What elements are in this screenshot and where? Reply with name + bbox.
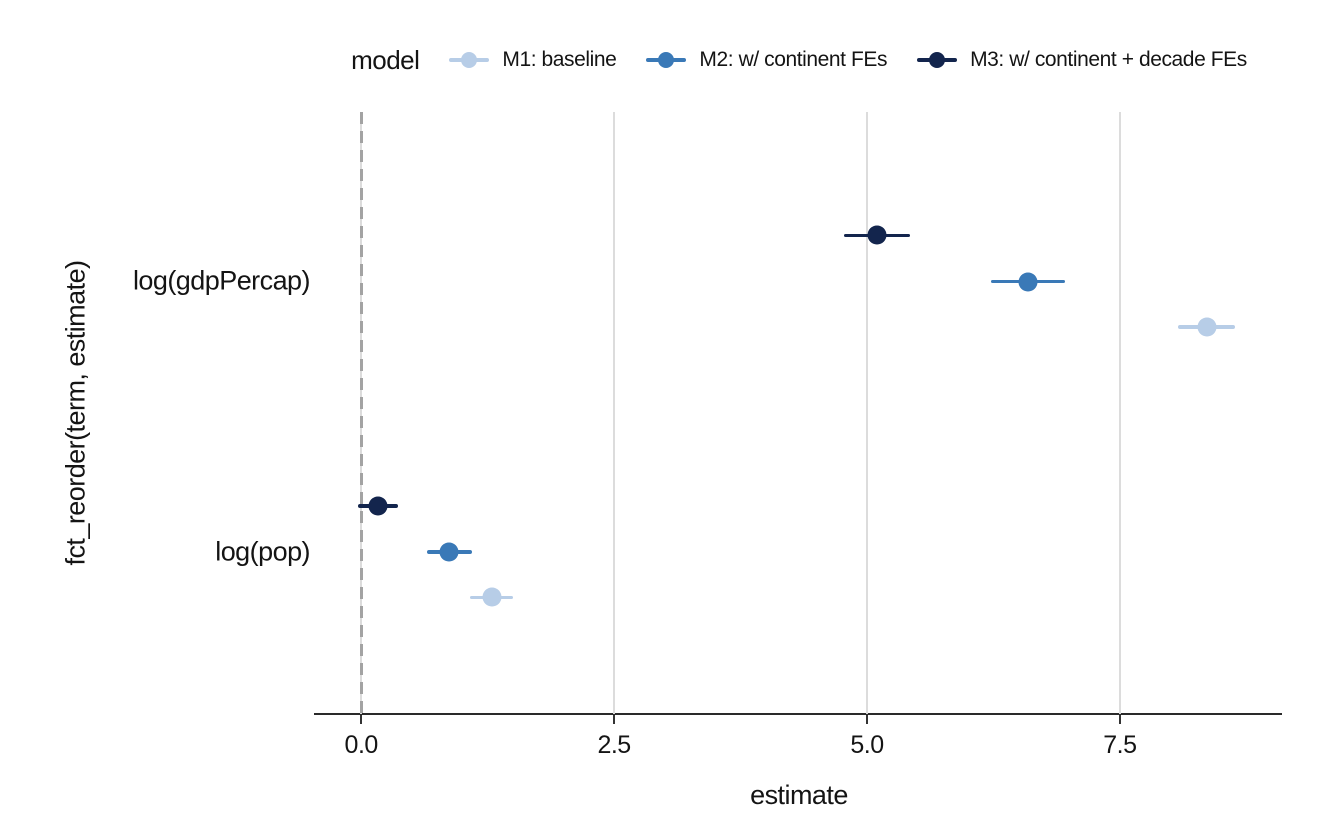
legend-item-label: M1: baseline (502, 48, 617, 71)
legend-item-m1: M1: baseline (449, 47, 617, 73)
x-tick-label: 5.0 (850, 731, 884, 759)
gridline-x-2.5 (613, 112, 616, 714)
key-dot (658, 52, 675, 68)
legend-item-label: M3: w/ continent + decade FEs (970, 48, 1247, 71)
estimate-point-s2-log(gdpPercap) (1018, 272, 1038, 292)
legend-item-m2: M2: w/ continent FEs (646, 47, 888, 73)
x-tick-2.5 (613, 715, 616, 724)
pointrange-key-icon (449, 47, 490, 73)
key-dot (461, 52, 478, 68)
legend-item-label: M2: w/ continent FEs (699, 48, 888, 71)
y-category-label: log(pop) (215, 536, 310, 566)
gridline-x-5.0 (866, 112, 868, 714)
gridline-x-7.5 (1118, 112, 1121, 714)
pointrange-key-icon (646, 47, 687, 73)
estimate-point-s3-log(pop) (368, 496, 388, 516)
y-axis-title: fct_reorder(term, estimate) (60, 260, 91, 566)
x-tick-7.5 (1118, 715, 1121, 724)
estimate-point-s1-log(gdpPercap) (1197, 317, 1217, 337)
pointrange-key-icon (917, 47, 958, 73)
y-category-label: log(gdpPercap) (132, 265, 311, 296)
x-axis-line (314, 713, 1282, 716)
legend-item-m3: M3: w/ continent + decade FEs (917, 47, 1247, 73)
estimate-point-s2-log(pop) (439, 542, 459, 562)
legend-title: model (351, 44, 420, 75)
legend: model M1: baseline M2: w/ continent FEs M3… (316, 40, 1282, 80)
x-tick-label: 7.5 (1103, 731, 1137, 759)
zero-reference-dashed-line (359, 112, 363, 714)
x-tick-0.0 (360, 715, 363, 724)
x-tick-label: 2.5 (597, 731, 631, 759)
x-axis-title: estimate (750, 780, 848, 810)
x-tick-label: 0.0 (344, 731, 379, 759)
estimate-point-s3-log(gdpPercap) (867, 225, 887, 245)
key-dot (929, 52, 946, 68)
x-tick-5.0 (866, 715, 868, 724)
estimate-point-s1-log(pop) (482, 587, 502, 607)
